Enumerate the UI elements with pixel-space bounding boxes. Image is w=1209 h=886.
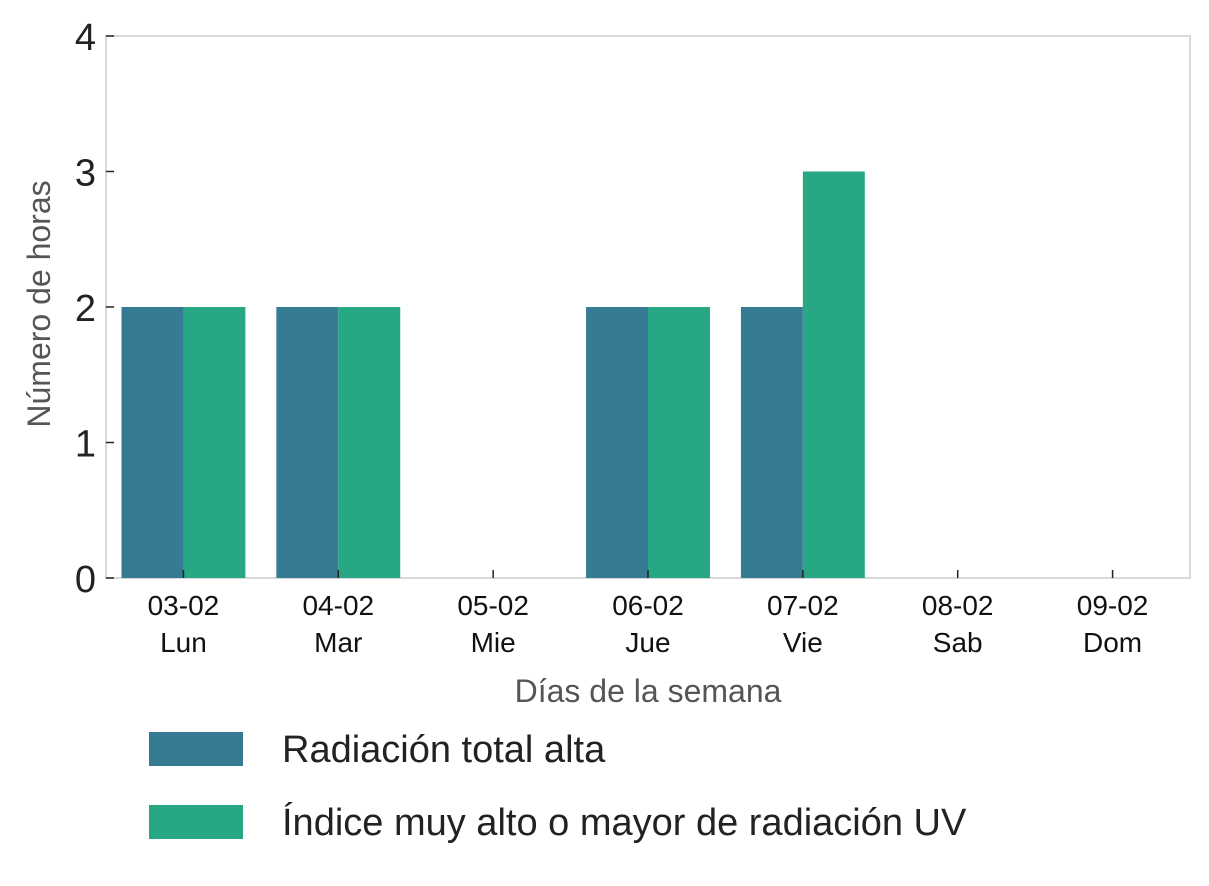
x-axis-ticks: 03-02 Lun 04-02 Mar 05-02 Mie 06-02 Jue 07-02 Vie… — [148, 570, 1149, 658]
y-axis-ticks: 0 1 2 3 4 — [75, 17, 114, 601]
bar — [586, 307, 648, 578]
y-tick-label: 2 — [75, 288, 96, 330]
y-tick-label: 0 — [75, 559, 96, 601]
y-axis-label: Número de horas — [21, 180, 57, 427]
x-tick-label: 07-02 Vie — [767, 590, 839, 658]
legend-swatch — [149, 805, 243, 839]
bar — [183, 307, 246, 578]
bars-group — [121, 171, 865, 578]
y-tick-label: 1 — [75, 424, 96, 466]
legend: Radiación total alta Índice muy alto o ma… — [149, 729, 967, 844]
x-tick-label: 04-02 Mar — [302, 590, 374, 658]
bar — [802, 171, 865, 578]
x-tick-label: 03-02 Lun — [148, 590, 220, 658]
legend-label: Índice muy alto o mayor de radiación UV — [282, 801, 967, 844]
x-tick-label: 06-02 Jue — [612, 590, 684, 658]
bar — [648, 307, 710, 578]
x-axis-label: Días de la semana — [515, 673, 782, 709]
x-tick-label: 05-02 Mie — [457, 590, 529, 658]
legend-swatch — [149, 732, 243, 766]
legend-label: Radiación total alta — [282, 729, 606, 771]
x-tick-label: 09-02 Dom — [1077, 590, 1149, 658]
bar — [338, 307, 401, 578]
bar — [740, 307, 803, 578]
bar — [276, 307, 339, 578]
y-tick-label: 3 — [75, 153, 96, 195]
y-tick-label: 4 — [75, 17, 96, 59]
x-tick-label: 08-02 Sab — [922, 590, 994, 658]
bar — [121, 307, 184, 578]
